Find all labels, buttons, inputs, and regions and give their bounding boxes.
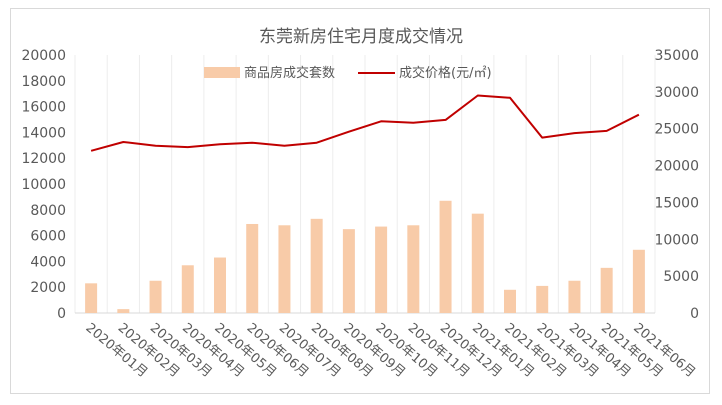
x-axis: 2020年01月2020年02月2020年03月2020年04月2020年05月… (83, 321, 698, 381)
bar-1 (85, 283, 98, 313)
right-tick-label: 0 (690, 306, 699, 322)
left-tick-label: 10000 (21, 177, 66, 193)
left-tick-label: 20000 (21, 48, 66, 64)
left-axis: 0 2000 4000 6000 8000 10000 12000 14000 16000 180… (21, 48, 66, 322)
bar-9 (342, 229, 355, 313)
bar-12 (439, 200, 452, 313)
left-tick-label: 8000 (30, 203, 66, 219)
bar-8 (310, 218, 323, 313)
right-tick-label: 20000 (654, 159, 699, 175)
left-tick-label: 4000 (30, 254, 66, 270)
left-tick-label: 0 (57, 306, 66, 322)
bar-17 (600, 267, 613, 313)
grid-layer (74, 55, 656, 314)
line-layer (90, 94, 640, 152)
right-tick-label: 35000 (654, 48, 699, 64)
bar-15 (536, 285, 549, 313)
bar-16 (568, 280, 581, 313)
right-tick-label: 15000 (654, 195, 699, 211)
left-tick-label: 16000 (21, 100, 66, 116)
bar-18 (632, 249, 645, 313)
left-tick-label: 14000 (21, 125, 66, 141)
chart-title: 东莞新房住宅月度成交情况 (259, 27, 463, 47)
left-tick-label: 18000 (21, 74, 66, 90)
bar-7 (278, 225, 291, 313)
bar-2 (117, 309, 130, 313)
bar-3 (149, 280, 162, 313)
legend-bar-label: 商品房成交套数 (244, 65, 335, 81)
right-tick-label: 5000 (663, 269, 699, 285)
bar-13 (471, 213, 484, 313)
left-tick-label: 12000 (21, 151, 66, 167)
left-tick-label: 2000 (30, 280, 66, 296)
legend: 商品房成交套数 成交价格(元/㎡) (204, 65, 492, 81)
bar-4 (181, 265, 194, 313)
left-tick-label: 6000 (30, 229, 66, 245)
bar-10 (375, 226, 388, 313)
bar-5 (214, 257, 226, 313)
bar-14 (504, 289, 516, 313)
legend-line-label: 成交价格(元/㎡) (399, 65, 492, 81)
legend-bar-swatch (204, 67, 240, 78)
bar-layer (85, 200, 645, 313)
right-tick-label: 10000 (654, 232, 699, 248)
bar-6 (246, 223, 259, 313)
right-tick-label: 25000 (654, 122, 699, 138)
price-line (90, 94, 640, 152)
right-tick-label: 30000 (654, 85, 699, 101)
bar-11 (407, 225, 420, 313)
right-axis: 0 5000 10000 15000 20000 25000 30000 35000 (654, 48, 699, 322)
